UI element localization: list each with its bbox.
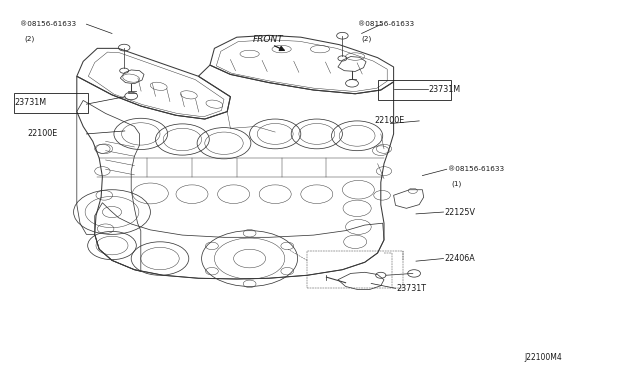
Text: ®08156-61633: ®08156-61633 <box>358 21 415 27</box>
Text: 23731M: 23731M <box>429 85 461 94</box>
Text: (2): (2) <box>24 36 35 42</box>
Text: 22100E: 22100E <box>374 116 404 125</box>
Text: 22125V: 22125V <box>445 208 476 217</box>
Text: (1): (1) <box>452 181 462 187</box>
Text: FRONT: FRONT <box>253 35 284 44</box>
Bar <box>378 80 451 100</box>
Bar <box>14 93 88 113</box>
Bar <box>307 251 403 288</box>
Text: (2): (2) <box>362 36 372 42</box>
Text: 23731M: 23731M <box>14 98 46 107</box>
Text: 23731T: 23731T <box>397 284 427 293</box>
Text: ®08156-61633: ®08156-61633 <box>448 166 504 172</box>
Text: 22406A: 22406A <box>445 254 476 263</box>
Text: J22100M4: J22100M4 <box>525 353 563 362</box>
Text: 22100E: 22100E <box>27 129 57 138</box>
Text: ®08156-61633: ®08156-61633 <box>20 21 77 27</box>
